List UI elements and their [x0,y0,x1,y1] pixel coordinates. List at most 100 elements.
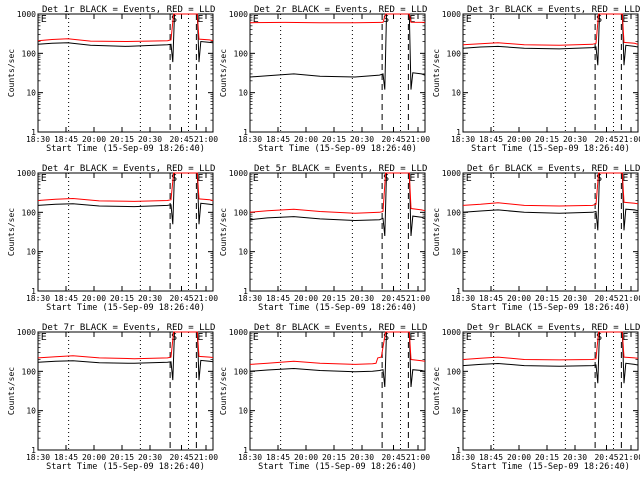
chart-title: Det 5r BLACK = Events, RED = LLD [254,164,427,174]
x-tick-label: 18:30 [451,135,475,144]
x-tick-label: 18:45 [54,453,78,462]
lld-series-line [462,172,639,207]
x-tick-label: 20:45 [594,453,618,462]
x-tick-label: 20:30 [563,294,587,303]
chart-title: Det 6r BLACK = Events, RED = LLD [467,164,640,174]
y-tick-label: 100 [22,49,37,58]
chart-panel-det-7r: Det 7r BLACK = Events, RED = LLD 1 10 100 10… [7,323,218,472]
x-axis-label: Start Time (15-Sep-09 18:26:40) [46,303,205,313]
events-series-line [249,172,426,237]
y-tick-label: 1 [456,287,461,296]
x-tick-label: 21:00 [619,453,640,462]
x-tick-label: 18:45 [479,135,503,144]
x-axis-label: Start Time (15-Sep-09 18:26:40) [471,144,630,154]
y-tick-label: 1000 [17,10,36,19]
x-tick-label: 21:00 [619,135,640,144]
x-tick-label: 20:30 [350,135,374,144]
lld-series-line [37,13,214,43]
x-tick-label: 18:45 [54,135,78,144]
chart-title: Det 9r BLACK = Events, RED = LLD [467,323,640,333]
plot-frame [462,331,639,451]
x-tick-label: 20:15 [110,135,134,144]
lld-series-line [462,13,639,46]
y-axis-label: Counts/sec [7,208,16,256]
x-tick-label: 21:00 [406,453,430,462]
event-marker-e: E [253,173,259,184]
y-tick-label: 10 [26,89,36,98]
events-series-line [37,331,214,381]
x-tick-label: 21:00 [194,453,218,462]
chart-panel-det-5r: Det 5r BLACK = Events, RED = LLD 1 10 100 10… [219,164,430,313]
y-axis-label: Counts/sec [7,49,16,97]
chart-title: Det 2r BLACK = Events, RED = LLD [254,5,427,15]
x-tick-label: 18:45 [266,135,290,144]
y-tick-label: 100 [22,208,37,217]
event-marker-e: E [409,14,415,25]
x-tick-label: 20:15 [535,453,559,462]
chart-panel-det-6r: Det 6r BLACK = Events, RED = LLD 1 10 100 10… [432,164,640,313]
event-marker-e: E [466,332,472,343]
y-tick-label: 1000 [442,169,461,178]
chart-panel-det-8r: Det 8r BLACK = Events, RED = LLD 1 10 100 10… [219,323,430,472]
x-tick-label: 20:00 [294,294,318,303]
x-tick-label: 18:45 [479,294,503,303]
event-marker-e: E [253,332,259,343]
chart-panel-det-1r: Det 1r BLACK = Events, RED = LLD 1 10 100 10… [7,5,218,154]
chart-title: Det 4r BLACK = Events, RED = LLD [42,164,215,174]
y-tick-label: 1000 [229,169,248,178]
events-series-line [462,331,639,384]
x-tick-label: 21:00 [194,294,218,303]
plot-frame [37,331,214,451]
chart-title: Det 3r BLACK = Events, RED = LLD [467,5,640,15]
x-tick-label: 18:45 [54,294,78,303]
x-tick-label: 20:45 [594,294,618,303]
x-tick-label: 20:15 [322,294,346,303]
x-axis-label: Start Time (15-Sep-09 18:26:40) [258,462,417,472]
x-tick-label: 20:00 [507,135,531,144]
x-tick-label: 20:45 [169,453,193,462]
y-tick-label: 1 [243,128,248,137]
x-tick-label: 18:30 [26,453,50,462]
y-axis-label: Counts/sec [7,367,16,415]
y-tick-label: 100 [22,367,37,376]
events-series-line [462,13,639,66]
y-tick-label: 1000 [442,328,461,337]
y-tick-label: 100 [234,208,249,217]
x-tick-label: 20:30 [563,453,587,462]
x-tick-label: 20:45 [381,294,405,303]
y-tick-label: 100 [234,367,249,376]
event-marker-e: E [622,14,628,25]
x-tick-label: 21:00 [406,135,430,144]
x-axis-label: Start Time (15-Sep-09 18:26:40) [471,462,630,472]
plot-frame [37,13,214,133]
y-tick-label: 1 [243,287,248,296]
y-axis-label: Counts/sec [432,208,441,256]
x-tick-label: 20:30 [350,453,374,462]
x-tick-label: 21:00 [406,294,430,303]
plot-frame [249,172,426,292]
x-axis-label: Start Time (15-Sep-09 18:26:40) [46,144,205,154]
event-marker-e: E [41,14,47,25]
y-tick-label: 10 [238,407,248,416]
plot-frame [249,13,426,133]
y-tick-label: 1000 [229,10,248,19]
x-tick-label: 20:15 [322,453,346,462]
y-tick-label: 1 [31,128,36,137]
x-tick-label: 20:00 [507,294,531,303]
event-marker-e: E [197,14,203,25]
y-tick-label: 10 [238,248,248,257]
lld-series-line [37,172,214,202]
x-axis-label: Start Time (15-Sep-09 18:26:40) [258,144,417,154]
chart-panel-det-9r: Det 9r BLACK = Events, RED = LLD 1 10 100 10… [432,323,640,472]
y-tick-label: 100 [447,49,462,58]
x-tick-label: 18:30 [451,294,475,303]
y-tick-label: 10 [451,407,461,416]
x-tick-label: 20:00 [294,453,318,462]
x-tick-label: 20:15 [110,453,134,462]
plot-frame [462,172,639,292]
x-axis-label: Start Time (15-Sep-09 18:26:40) [46,462,205,472]
events-series-line [249,13,426,90]
y-tick-label: 1 [243,446,248,455]
x-tick-label: 20:00 [294,135,318,144]
